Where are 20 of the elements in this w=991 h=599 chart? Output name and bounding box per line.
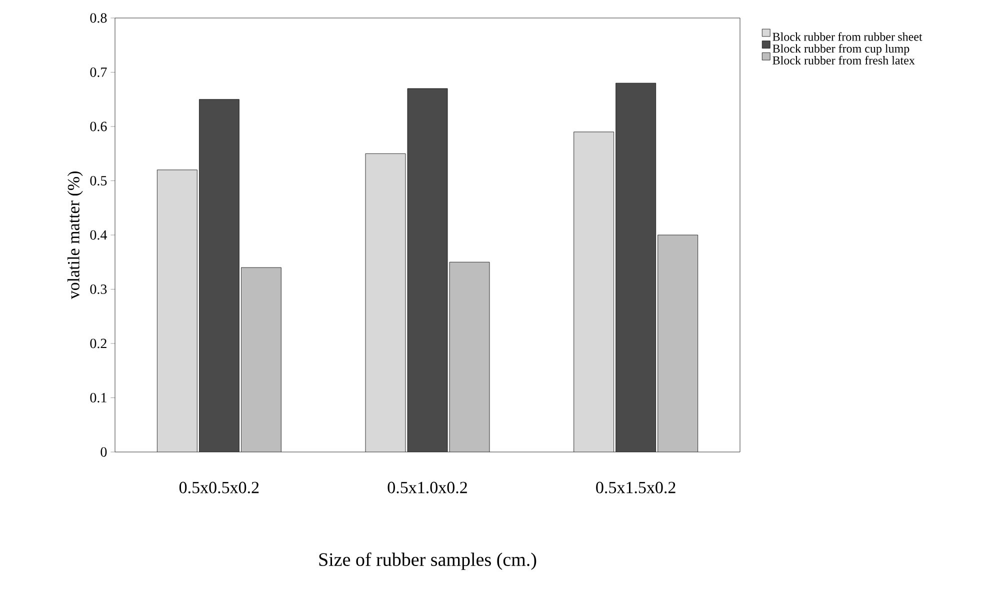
- y-tick-label: 0.8: [90, 13, 107, 23]
- bar: [240, 267, 282, 452]
- x-tick-label: 0.5x1.0x0.2: [388, 482, 467, 494]
- x-tick-label: 0.5x1.5x0.2: [596, 482, 676, 494]
- y-tick-label: 0: [100, 447, 107, 457]
- bar: [658, 234, 698, 452]
- legend-label: Block rubber from cup lump: [772, 44, 910, 56]
- y-axis-title: volatile matter (%): [67, 172, 83, 300]
- legend-label: Block rubber from fresh latex: [772, 56, 915, 64]
- y-tick-label: 0.2: [90, 338, 106, 348]
- y-tick-label: 0.7: [90, 67, 107, 78]
- y-tick-label: 0.1: [90, 392, 106, 402]
- y-tick-label: 0.4: [90, 230, 107, 240]
- y-tick-label: 0.3: [90, 284, 107, 294]
- legend-label: Block rubber from rubber sheet: [772, 32, 922, 41]
- y-tick-label: 0.5: [90, 176, 107, 186]
- x-tick-label: 0.5x0.5x0.2: [179, 482, 259, 494]
- bar: [449, 262, 490, 452]
- x-axis-title: Size of rubber samples (cm.): [319, 552, 536, 570]
- y-tick-label: 0.6: [90, 122, 107, 132]
